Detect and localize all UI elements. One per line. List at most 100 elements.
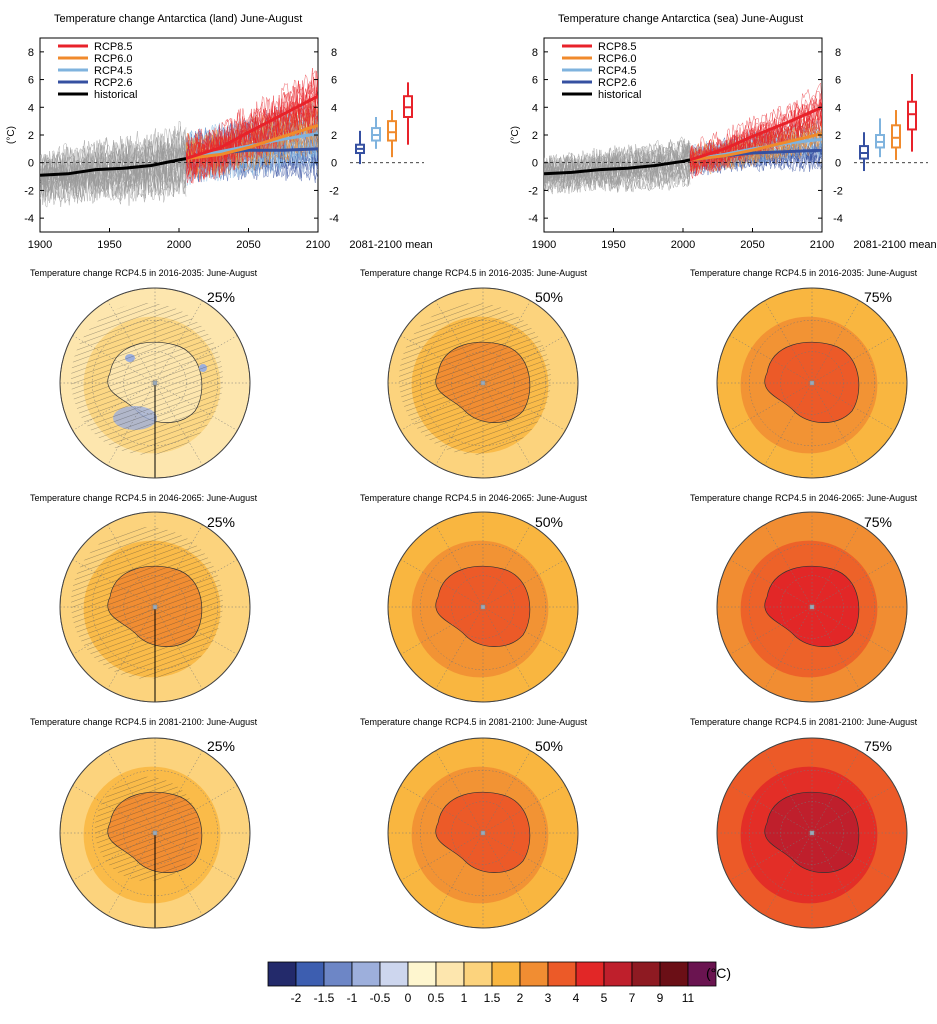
mean-line-rcp60 <box>689 132 822 162</box>
map-title: Temperature change RCP4.5 in 2081-2100: … <box>690 717 918 727</box>
legend-label: RCP8.5 <box>94 41 133 53</box>
ensemble-line <box>544 161 691 193</box>
x-tick-label: 2000 <box>167 239 191 251</box>
colorbar-label: -1.5 <box>314 991 335 1005</box>
colorbar-cell <box>547 961 577 987</box>
panel-title-sea: Temperature change Antarctica (sea) June… <box>558 13 803 25</box>
y-tick-label-right: 4 <box>835 102 841 114</box>
x-tick-label: 1900 <box>532 239 556 251</box>
y-tick-label: 8 <box>532 47 538 59</box>
ensemble-line <box>40 160 187 203</box>
legend-label: historical <box>598 89 641 101</box>
mean-line-rcp85 <box>185 94 318 161</box>
map-border <box>59 737 251 929</box>
map-percentile: 75% <box>864 738 892 754</box>
hatching <box>71 527 223 679</box>
map-panel: Temperature change RCP4.5 in 2016-2035: … <box>30 268 258 479</box>
panel-title-land: Temperature change Antarctica (land) Jun… <box>54 13 302 25</box>
y-tick-label-right: 6 <box>835 75 841 87</box>
ensemble-line <box>689 99 822 168</box>
mean-line-rcp60 <box>185 123 318 161</box>
y-tick-label-right: 8 <box>835 47 841 59</box>
ensemble-line <box>689 112 822 177</box>
mean-line-rcp85 <box>689 105 822 162</box>
south-pole-marker <box>809 604 815 610</box>
map-percentile: 75% <box>864 289 892 305</box>
y-tick-label: -2 <box>24 185 34 197</box>
south-pole-marker <box>480 380 486 386</box>
legend-label: RCP4.5 <box>94 65 133 77</box>
y-tick-label: 0 <box>28 158 34 170</box>
hatching <box>94 776 200 882</box>
colorbar-cell <box>575 961 605 987</box>
map-title: Temperature change RCP4.5 in 2046-2065: … <box>690 493 918 503</box>
x-tick-label: 2050 <box>236 239 260 251</box>
x-tick-label: 2100 <box>810 239 834 251</box>
x-tick-label: 2000 <box>671 239 695 251</box>
ensemble-line <box>689 82 822 162</box>
map-grid: Temperature change RCP4.5 in 2016-2035: … <box>30 268 918 929</box>
ensemble-line <box>40 125 187 180</box>
y-tick-label: 4 <box>532 102 538 114</box>
boxplot-box <box>907 100 917 131</box>
colorbar-cell <box>519 961 549 987</box>
colorbar-label: 9 <box>657 991 664 1005</box>
south-pole-marker <box>480 830 486 836</box>
colorbar-cell <box>687 961 717 987</box>
y-tick-label-right: -2 <box>329 185 339 197</box>
map-panel: Temperature change RCP4.5 in 2046-2065: … <box>30 493 258 703</box>
y-tick-label-right: 4 <box>331 102 337 114</box>
map-title: Temperature change RCP4.5 in 2016-2035: … <box>690 268 918 278</box>
colorbar-label: 4 <box>573 991 580 1005</box>
legend-label: RCP8.5 <box>598 41 637 53</box>
map-title: Temperature change RCP4.5 in 2081-2100: … <box>30 717 258 727</box>
hatching <box>399 303 551 455</box>
map-percentile: 25% <box>207 738 235 754</box>
colorbar-label: 11 <box>682 991 695 1005</box>
y-tick-label-right: 8 <box>331 47 337 59</box>
ensemble-line <box>544 147 691 184</box>
colorbar-cell <box>463 961 493 987</box>
colorbar-label: 3 <box>545 991 552 1005</box>
colorbar-cell <box>351 961 381 987</box>
ensemble-lines <box>544 82 822 195</box>
colorbar-label: 1 <box>461 991 468 1005</box>
map-border <box>387 511 579 703</box>
y-tick-label: -2 <box>528 185 538 197</box>
boxplot-box <box>387 120 397 142</box>
legend-label: historical <box>94 89 137 101</box>
x-tick-label: 2050 <box>740 239 764 251</box>
map-border <box>716 511 908 703</box>
x-tick-label: 1950 <box>601 239 625 251</box>
hatching <box>71 303 223 455</box>
colorbar-cell <box>659 961 689 987</box>
timeseries-land: 1900 1950 2000 2050 2100 -4 -4 -2 -2 0 0 2 2 4 4 6 6 8 8 (°… <box>6 37 433 251</box>
y-tick-label: 8 <box>28 47 34 59</box>
map-panel: Temperature change RCP4.5 in 2081-2100: … <box>690 717 918 929</box>
colorbar-label: 0.5 <box>428 991 445 1005</box>
colorbar-cell <box>435 961 465 987</box>
y-tick-label-right: -4 <box>329 213 339 225</box>
y-tick-label-right: -2 <box>833 185 843 197</box>
south-pole-marker <box>809 830 815 836</box>
mean-line-historical <box>544 158 691 176</box>
map-percentile: 25% <box>207 514 235 530</box>
map-title: Temperature change RCP4.5 in 2046-2065: … <box>360 493 588 503</box>
ensemble-line <box>689 115 822 176</box>
colorbar-label: 0 <box>405 991 412 1005</box>
south-pole-marker <box>480 604 486 610</box>
x-tick-label: 2100 <box>306 239 330 251</box>
map-panel: Temperature change RCP4.5 in 2081-2100: … <box>30 717 258 929</box>
y-tick-label: 4 <box>28 102 34 114</box>
map-percentile: 75% <box>864 514 892 530</box>
map-panel: Temperature change RCP4.5 in 2046-2065: … <box>360 493 588 703</box>
legend-label: RCP4.5 <box>598 65 637 77</box>
y-tick-label-right: 6 <box>331 75 337 87</box>
ensemble-line <box>185 87 318 171</box>
map-border <box>59 511 251 703</box>
colorbar-cell <box>407 961 437 987</box>
boxplot-label: 2081-2100 mean <box>853 239 936 251</box>
colorbar-label: -0.5 <box>370 991 391 1005</box>
ensemble-line <box>689 150 822 175</box>
